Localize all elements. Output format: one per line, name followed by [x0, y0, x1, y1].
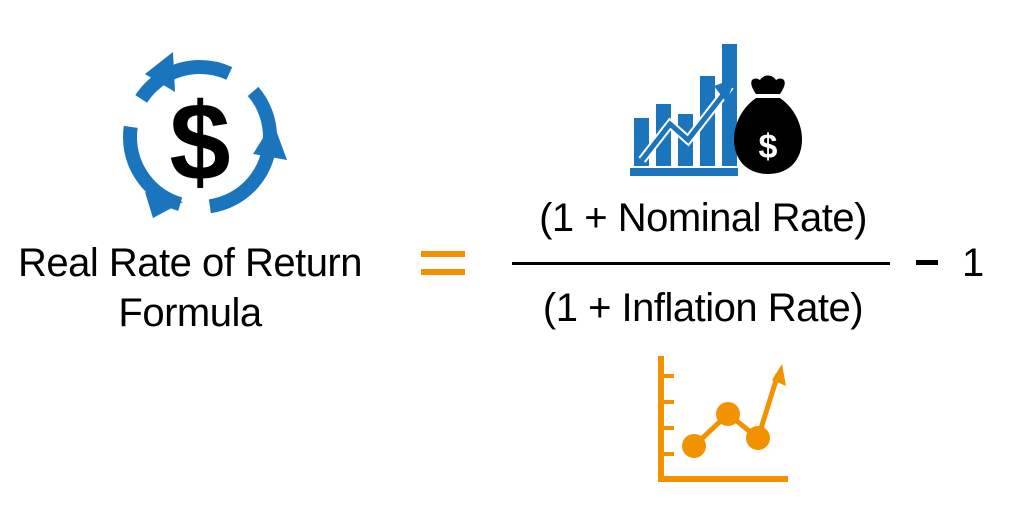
bar-chart-money-bag-icon: $ — [628, 40, 808, 182]
minus-sign — [916, 260, 938, 265]
dollar-cycle-icon: $ — [105, 42, 295, 222]
fraction-line — [512, 262, 890, 265]
formula-title: Real Rate of Return Formula — [0, 238, 380, 338]
numerator: (1 + Nominal Rate) — [539, 196, 867, 240]
svg-text:$: $ — [169, 81, 230, 204]
svg-text:$: $ — [759, 128, 778, 166]
equals-sign — [415, 236, 471, 288]
denominator: (1 + Inflation Rate) — [542, 286, 864, 330]
constant-one: 1 — [962, 241, 985, 285]
formula-title-line1: Real Rate of Return — [17, 241, 363, 285]
line-chart-icon — [654, 352, 794, 486]
formula-title-line2: Formula — [118, 291, 262, 335]
